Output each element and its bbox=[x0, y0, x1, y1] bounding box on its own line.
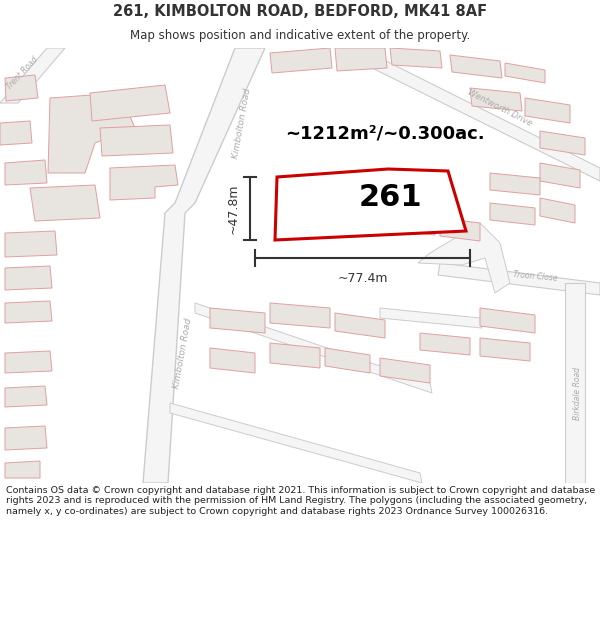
Polygon shape bbox=[418, 223, 510, 293]
Polygon shape bbox=[48, 93, 135, 173]
Polygon shape bbox=[335, 48, 387, 71]
Polygon shape bbox=[270, 48, 332, 73]
Text: Birkdale Road: Birkdale Road bbox=[574, 366, 583, 419]
Polygon shape bbox=[380, 358, 430, 383]
Polygon shape bbox=[358, 48, 600, 181]
Polygon shape bbox=[525, 98, 570, 123]
Polygon shape bbox=[5, 231, 57, 257]
Polygon shape bbox=[438, 263, 600, 295]
Polygon shape bbox=[505, 63, 545, 83]
Polygon shape bbox=[540, 163, 580, 188]
Polygon shape bbox=[540, 131, 585, 155]
Polygon shape bbox=[5, 266, 52, 290]
Polygon shape bbox=[440, 218, 480, 241]
Polygon shape bbox=[540, 198, 575, 223]
Polygon shape bbox=[450, 55, 502, 78]
Text: ~47.8m: ~47.8m bbox=[227, 183, 240, 234]
Text: Map shows position and indicative extent of the property.: Map shows position and indicative extent… bbox=[130, 29, 470, 42]
Polygon shape bbox=[470, 88, 522, 111]
Polygon shape bbox=[170, 403, 422, 483]
Text: Wentworth Drive: Wentworth Drive bbox=[466, 88, 533, 128]
Text: Troon Close: Troon Close bbox=[512, 269, 557, 282]
Polygon shape bbox=[5, 75, 38, 101]
Polygon shape bbox=[490, 203, 535, 225]
Polygon shape bbox=[5, 160, 47, 185]
Polygon shape bbox=[5, 426, 47, 450]
Text: 261, KIMBOLTON ROAD, BEDFORD, MK41 8AF: 261, KIMBOLTON ROAD, BEDFORD, MK41 8AF bbox=[113, 4, 487, 19]
Polygon shape bbox=[195, 303, 432, 393]
Polygon shape bbox=[325, 348, 370, 373]
Text: Kimbolton Road: Kimbolton Road bbox=[172, 317, 194, 389]
Polygon shape bbox=[480, 338, 530, 361]
Polygon shape bbox=[100, 125, 173, 156]
Polygon shape bbox=[420, 333, 470, 355]
Polygon shape bbox=[270, 343, 320, 368]
Polygon shape bbox=[5, 461, 40, 478]
Polygon shape bbox=[210, 308, 265, 333]
Polygon shape bbox=[5, 351, 52, 373]
Polygon shape bbox=[270, 303, 330, 328]
Polygon shape bbox=[390, 48, 442, 68]
Polygon shape bbox=[565, 283, 585, 483]
Text: Trent Road: Trent Road bbox=[5, 55, 40, 91]
Text: 261: 261 bbox=[359, 183, 422, 212]
Text: ~1212m²/~0.300ac.: ~1212m²/~0.300ac. bbox=[285, 124, 485, 142]
Polygon shape bbox=[90, 85, 170, 121]
Polygon shape bbox=[390, 213, 435, 235]
Text: ~77.4m: ~77.4m bbox=[337, 272, 388, 285]
Text: Contains OS data © Crown copyright and database right 2021. This information is : Contains OS data © Crown copyright and d… bbox=[6, 486, 595, 516]
Polygon shape bbox=[5, 301, 52, 323]
Polygon shape bbox=[480, 308, 535, 333]
Polygon shape bbox=[110, 165, 178, 200]
Polygon shape bbox=[0, 48, 65, 103]
Polygon shape bbox=[335, 313, 385, 338]
Polygon shape bbox=[143, 48, 265, 483]
Polygon shape bbox=[0, 121, 32, 145]
Polygon shape bbox=[275, 169, 466, 240]
Polygon shape bbox=[30, 185, 100, 221]
Polygon shape bbox=[380, 308, 482, 328]
Polygon shape bbox=[210, 348, 255, 373]
Polygon shape bbox=[5, 386, 47, 407]
Text: Kimbolton Road: Kimbolton Road bbox=[232, 87, 253, 159]
Polygon shape bbox=[490, 173, 540, 195]
